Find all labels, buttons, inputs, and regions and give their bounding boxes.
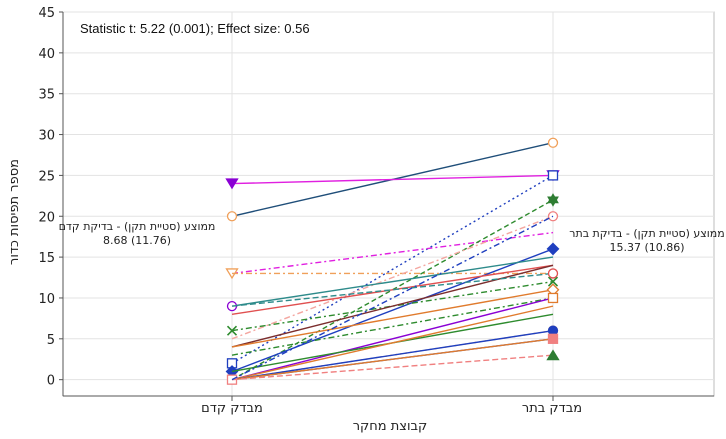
data-point <box>547 333 559 344</box>
data-point <box>547 268 559 279</box>
series-group <box>231 292 559 381</box>
series-line <box>231 215 554 381</box>
pre-summary-label: ממוצע (סטיית תקן) - בדיקת קדם <box>59 220 216 233</box>
y-tick-label: 10 <box>38 292 55 307</box>
series-line <box>231 264 554 348</box>
series-group <box>226 256 554 312</box>
series-line <box>231 297 554 356</box>
series-group <box>231 211 559 340</box>
series-line <box>231 297 554 381</box>
data-point <box>546 349 560 361</box>
data-point <box>546 242 560 256</box>
y-tick-label: 20 <box>38 210 55 225</box>
series-line <box>231 305 554 381</box>
series-line <box>231 174 554 364</box>
pre-summary-value: 8.68 (11.76) <box>103 234 171 247</box>
category-label-post: מבדק בתר <box>522 401 582 416</box>
data-point <box>547 193 559 207</box>
data-point <box>547 137 559 148</box>
series-line <box>231 199 554 381</box>
y-axis-label: מספר תפיסות כדור <box>7 159 22 265</box>
series-line <box>231 264 554 315</box>
y-tick-label: 0 <box>47 374 55 389</box>
y-tick-label: 40 <box>38 47 55 62</box>
series-line <box>231 256 554 307</box>
y-tick-label: 30 <box>38 129 55 144</box>
series-line <box>231 248 554 373</box>
series-group <box>231 349 560 381</box>
axis-layer: 0 5 10 15 20 25 30 35 40 45 <box>38 6 714 401</box>
series-group <box>225 231 554 280</box>
series-group <box>231 264 554 315</box>
series-line <box>231 231 554 275</box>
series-group <box>231 283 560 348</box>
series-line <box>231 215 554 340</box>
y-tick-label: 45 <box>38 6 55 21</box>
series-group <box>231 305 554 381</box>
stat-annotation: Statistic t: 5.22 (0.001); Effect size: … <box>80 21 310 36</box>
series-group <box>231 297 554 356</box>
post-summary-value: 15.37 (10.86) <box>609 241 684 254</box>
data-point <box>226 211 238 222</box>
y-tick-label: 15 <box>38 251 55 266</box>
data-point <box>226 325 238 336</box>
y-tick-label: 35 <box>38 88 55 103</box>
x-axis-label: קבוצת מחקר <box>353 419 428 434</box>
data-point <box>547 292 559 304</box>
series-line <box>231 174 554 185</box>
series-line <box>231 338 554 381</box>
category-label-pre: מבדק קדם <box>201 401 263 416</box>
data-point <box>547 276 559 287</box>
series-line <box>231 289 554 348</box>
series-group <box>226 170 559 369</box>
series-group <box>231 268 559 307</box>
series-group <box>225 170 560 190</box>
series-group <box>231 215 554 381</box>
y-tick-label: 25 <box>38 169 55 184</box>
series-group <box>226 276 559 336</box>
series-line <box>231 280 554 332</box>
series-line <box>231 329 554 381</box>
series-layer <box>225 137 560 385</box>
series-group <box>231 264 554 348</box>
grid-layer <box>62 11 715 397</box>
data-point <box>547 170 559 181</box>
data-point <box>225 178 239 190</box>
series-group <box>225 242 560 378</box>
post-summary-label: ממוצע (סטיית תקן) - בדיקת בתר <box>569 227 725 240</box>
series-group <box>231 193 559 381</box>
y-tick-label: 5 <box>47 333 55 348</box>
